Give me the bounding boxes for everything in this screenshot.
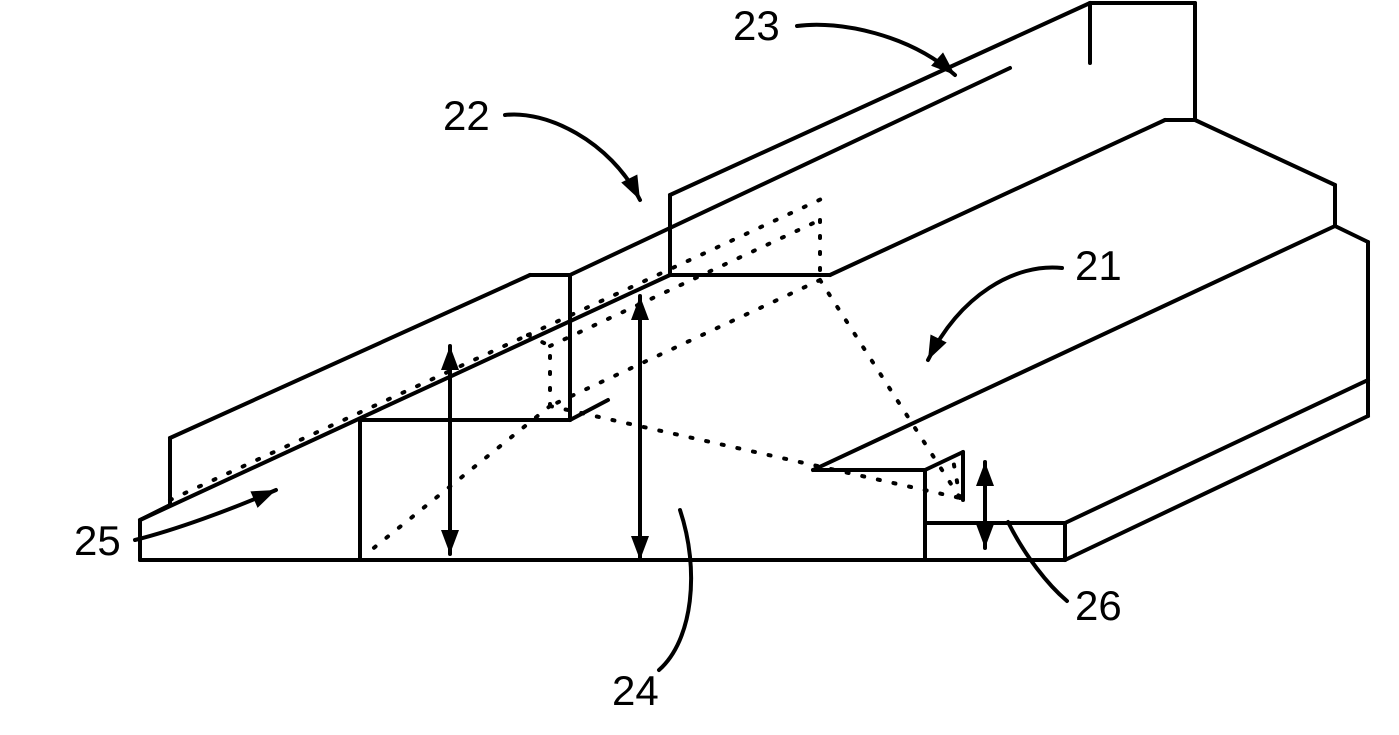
technical-diagram: 23 22 21 25 24 26	[0, 0, 1399, 735]
callout-label-21: 21	[1075, 242, 1122, 289]
diagram-bg	[0, 0, 1399, 735]
callout-label-23: 23	[733, 2, 780, 49]
callout-label-26: 26	[1075, 582, 1122, 629]
callout-label-24: 24	[612, 667, 659, 714]
callout-label-25: 25	[74, 517, 121, 564]
callout-label-22: 22	[443, 92, 490, 139]
